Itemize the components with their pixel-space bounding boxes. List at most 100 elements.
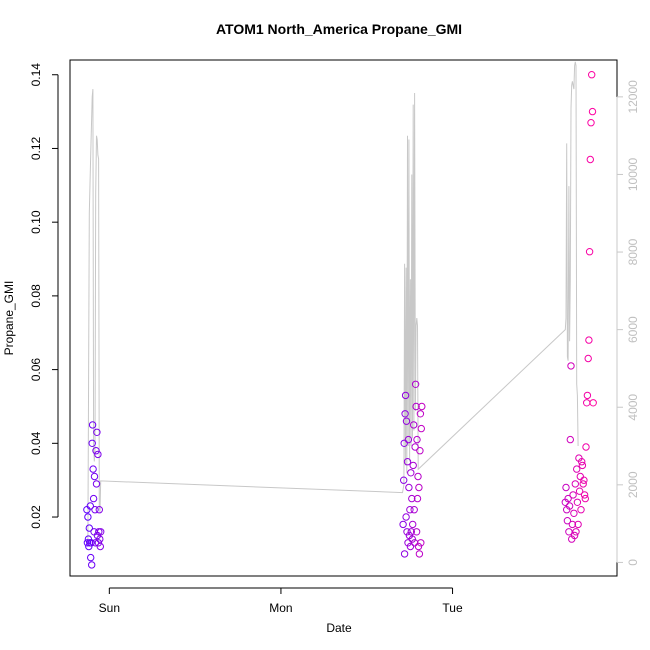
left-axis-tick-label: 0.06 [29, 358, 43, 382]
data-point [565, 502, 574, 510]
data-point [403, 528, 411, 536]
data-point [571, 480, 579, 488]
data-point [90, 472, 99, 481]
data-point [585, 336, 593, 344]
right-axis-tick-label: 8000 [626, 238, 640, 265]
right-axis-tick-label: 6000 [626, 316, 640, 343]
data-point [407, 469, 415, 477]
data-point [584, 354, 592, 363]
data-point [586, 155, 594, 164]
x-axis: Sun Mon Tue [99, 587, 463, 615]
data-point [399, 520, 407, 529]
data-point [582, 443, 590, 451]
right-axis-tick-label: 0 [626, 559, 640, 566]
data-point [94, 450, 102, 459]
x-axis-tick-label: Sun [99, 601, 120, 615]
chart-title: ATOM1 North_America Propane_GMI [216, 21, 462, 37]
data-point [562, 483, 570, 492]
data-point [91, 506, 99, 514]
data-point [92, 447, 100, 455]
right-axis-tick-label: 4000 [626, 394, 640, 421]
data-point [84, 513, 92, 521]
data-point [572, 528, 580, 536]
data-point [588, 107, 597, 116]
data-point [97, 528, 105, 536]
data-point [402, 513, 410, 521]
data-point [411, 443, 419, 451]
data-point [89, 494, 98, 503]
data-point [565, 528, 573, 536]
data-point [405, 483, 413, 492]
data-point [401, 410, 409, 418]
data-point [401, 391, 410, 400]
right-axis: 0 2000 4000 6000 8000 10000 12000 [616, 80, 640, 566]
data-point [400, 550, 409, 558]
data-point [588, 71, 596, 79]
data-point [580, 476, 588, 484]
data-point [414, 472, 422, 481]
left-axis-tick-label: 0.04 [29, 431, 43, 455]
data-point [409, 461, 417, 470]
data-point [573, 465, 581, 473]
data-point [402, 417, 411, 425]
x-axis-label: Date [326, 621, 352, 635]
data-point [87, 539, 95, 547]
data-point [416, 410, 425, 418]
data-point [576, 472, 584, 481]
data-point [573, 498, 582, 506]
data-point [95, 528, 103, 536]
data-point [578, 461, 587, 470]
data-point [583, 391, 592, 400]
data-point [585, 248, 594, 256]
data-point [88, 561, 96, 569]
data-point [406, 506, 414, 514]
data-point [400, 476, 408, 484]
series-points-group [83, 71, 597, 569]
data-point [408, 494, 416, 503]
data-point [579, 480, 587, 488]
data-point [411, 380, 420, 388]
data-point [587, 119, 595, 127]
data-point [570, 531, 579, 540]
data-point [83, 539, 92, 547]
series-line-group [85, 61, 579, 544]
data-point [569, 491, 577, 499]
data-point [564, 494, 572, 503]
data-point [400, 439, 408, 447]
left-axis: 0.02 0.04 0.06 0.08 0.10 0.12 0.14 [29, 63, 59, 529]
data-point [415, 483, 423, 492]
data-point [570, 509, 578, 517]
data-point [581, 494, 589, 503]
right-axis-tick-label: 2000 [626, 471, 640, 498]
series-line [85, 61, 579, 544]
data-point [566, 435, 574, 444]
data-point [413, 435, 421, 444]
data-point [574, 520, 582, 529]
right-axis-tick-label: 10000 [626, 157, 640, 191]
data-point [85, 542, 93, 551]
data-point [89, 465, 97, 473]
data-point [408, 535, 416, 543]
left-axis-tick-label: 0.08 [29, 284, 43, 308]
data-point [91, 539, 100, 547]
plot-border [69, 59, 618, 577]
data-point [96, 542, 105, 551]
data-point [418, 402, 426, 411]
data-point [96, 535, 104, 543]
x-axis-tick-label: Tue [442, 601, 463, 615]
data-point [404, 435, 413, 444]
data-point [403, 458, 412, 466]
data-point [86, 502, 95, 510]
data-point [563, 517, 572, 525]
data-point [577, 506, 585, 514]
data-point [92, 480, 101, 488]
left-axis-tick-label: 0.12 [29, 136, 43, 160]
data-point [406, 542, 415, 551]
data-point [589, 399, 597, 407]
data-point [88, 439, 96, 447]
data-point [85, 524, 94, 532]
left-axis-tick-label: 0.14 [29, 63, 43, 87]
data-point [88, 421, 97, 429]
data-point [417, 424, 425, 433]
